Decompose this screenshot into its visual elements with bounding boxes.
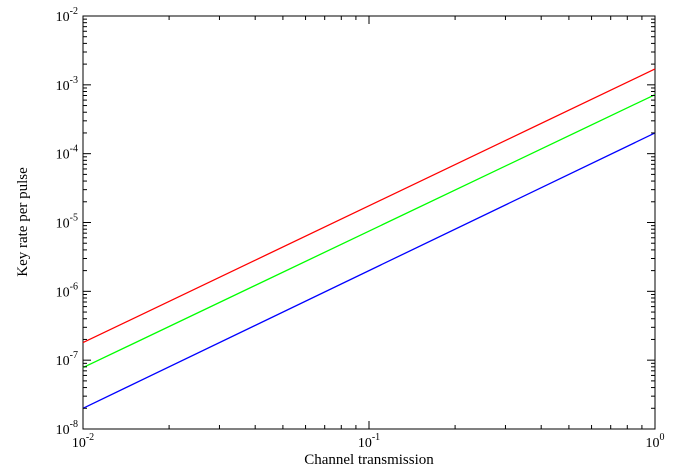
series-layer — [82, 68, 656, 409]
series-line-1 — [82, 68, 656, 344]
ticks-layer: 10-2 10-1 100 10-8 10-7 10-6 10-5 10-4 10-3 10-2 — [56, 6, 665, 451]
y-tick-label: 10-2 — [56, 6, 78, 25]
x-tick-label: 100 — [646, 432, 665, 451]
x-axis-title: Channel transmission — [304, 452, 434, 468]
y-axis-title: Key rate per pulse — [15, 167, 31, 277]
x-tick-label: 10-1 — [358, 432, 380, 451]
y-tick-label: 10-6 — [56, 281, 78, 300]
y-tick-label: 10-4 — [56, 144, 78, 163]
series-line-3 — [82, 132, 656, 409]
y-tick-label: 10-7 — [56, 350, 78, 369]
y-tick-label: 10-3 — [56, 75, 78, 94]
x-tick-label: 10-2 — [72, 432, 94, 451]
y-tick-label: 10-8 — [56, 419, 78, 438]
y-tick-label: 10-5 — [56, 213, 78, 232]
series-line-2 — [82, 94, 656, 369]
